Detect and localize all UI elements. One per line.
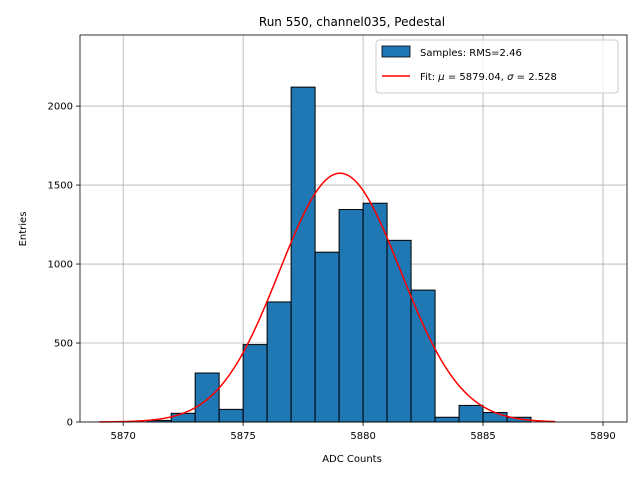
legend-histogram-label: Samples: RMS=2.46 bbox=[420, 48, 522, 59]
histogram-bar bbox=[242, 344, 268, 423]
histogram-bar bbox=[266, 301, 292, 423]
histogram-bar bbox=[434, 416, 460, 423]
legend-fit-prefix: Fit: bbox=[420, 72, 438, 83]
fit-curve bbox=[99, 172, 556, 423]
y-tick-label: 2000 bbox=[48, 102, 73, 113]
histogram-bar bbox=[410, 289, 436, 423]
histogram-bar bbox=[194, 372, 220, 423]
x-tick-label: 5885 bbox=[470, 431, 495, 442]
legend-fit-sigma: σ bbox=[507, 72, 514, 83]
y-tick-label: 500 bbox=[54, 339, 73, 350]
legend-fit-mu: μ bbox=[437, 72, 444, 83]
histogram-bar bbox=[458, 404, 484, 423]
histogram-bar bbox=[218, 408, 244, 423]
x-tick-label: 5870 bbox=[110, 431, 135, 442]
legend: Samples: RMS=2.46 Fit: μ = 5879.04, σ = … bbox=[375, 39, 619, 94]
y-tick-label: 1500 bbox=[48, 181, 73, 192]
y-tick-label: 0 bbox=[67, 418, 73, 429]
legend-frame bbox=[375, 39, 619, 94]
y-tick-label: 1000 bbox=[48, 260, 73, 271]
plot-frame bbox=[79, 34, 628, 423]
histogram-bar bbox=[314, 251, 340, 423]
legend-histogram-swatch bbox=[381, 45, 411, 58]
plot-area: 5870 5875 5880 5885 5890 0 500 1000 1500 2000 bbox=[48, 34, 628, 442]
histogram-bars bbox=[146, 86, 532, 423]
x-axis-ticks: 5870 5875 5880 5885 5890 bbox=[110, 422, 616, 442]
y-axis-label: Entries bbox=[18, 212, 29, 247]
histogram-bar bbox=[170, 412, 196, 423]
y-axis-ticks: 0 500 1000 1500 2000 bbox=[48, 102, 80, 429]
legend-fit-mu-text: = 5879.04, bbox=[445, 72, 507, 83]
x-axis-label: ADC Counts bbox=[322, 454, 382, 465]
x-tick-label: 5890 bbox=[590, 431, 615, 442]
histogram-bar bbox=[338, 209, 364, 423]
histogram-bar bbox=[290, 86, 316, 423]
histogram-bar bbox=[362, 202, 388, 423]
x-tick-label: 5875 bbox=[230, 431, 255, 442]
chart-title: Run 550, channel035, Pedestal bbox=[259, 15, 445, 29]
legend-fit-sigma-text: = 2.528 bbox=[513, 72, 556, 83]
legend-fit-label: Fit: μ = 5879.04, σ = 2.528 bbox=[420, 72, 557, 83]
x-tick-label: 5880 bbox=[350, 431, 375, 442]
histogram-bar bbox=[482, 412, 508, 423]
